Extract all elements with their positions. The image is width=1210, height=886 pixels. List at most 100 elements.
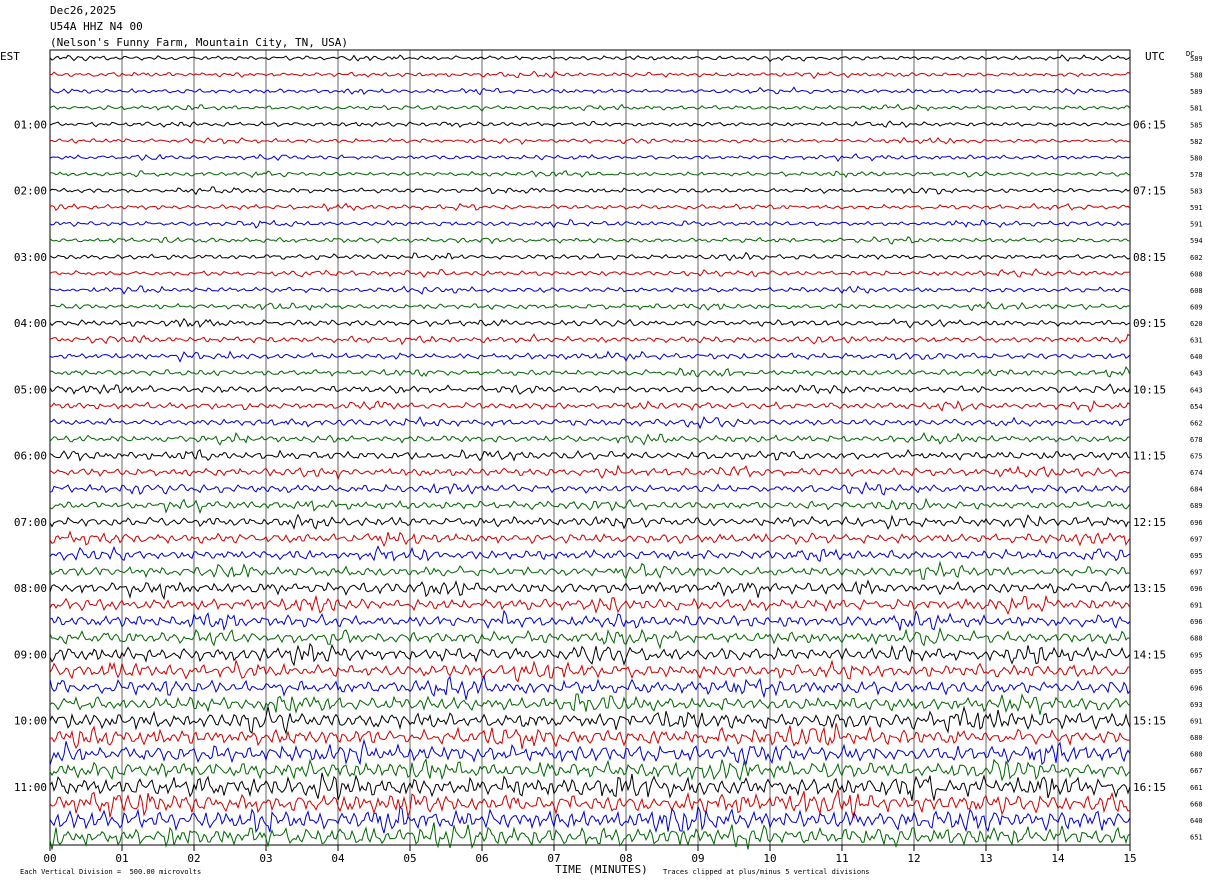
trace-line xyxy=(49,579,1131,601)
dc-offset-label: 661 xyxy=(1190,784,1203,792)
dc-offset-label: 583 xyxy=(1190,188,1203,196)
x-tick-label: 09 xyxy=(691,852,704,865)
dc-offset-label: 588 xyxy=(1190,72,1203,80)
utc-hour-label: 13:15 xyxy=(1133,582,1166,595)
trace-line xyxy=(49,136,1131,146)
x-tick-label: 08 xyxy=(619,852,632,865)
trace-line xyxy=(49,285,1131,295)
x-axis-title: TIME (MINUTES) xyxy=(555,863,648,876)
trace-line xyxy=(49,432,1131,446)
dc-offset-label: 695 xyxy=(1190,651,1203,659)
dc-offset-label: 696 xyxy=(1190,585,1203,593)
utc-hour-label: 09:15 xyxy=(1133,317,1166,330)
trace-line xyxy=(49,642,1131,667)
trace-line xyxy=(49,202,1131,212)
trace-line xyxy=(49,464,1131,481)
trace-line xyxy=(49,70,1131,80)
trace-line xyxy=(49,268,1131,278)
trace-line xyxy=(49,103,1131,112)
trace-line xyxy=(49,218,1131,229)
station-location: (Nelson's Funny Farm, Mountain City, TN,… xyxy=(50,36,349,49)
x-tick-label: 07 xyxy=(547,852,560,865)
est-zone-label: EST xyxy=(0,50,20,63)
utc-zone-label: UTC xyxy=(1145,50,1165,63)
dc-offset-label: 695 xyxy=(1190,668,1203,676)
trace-line xyxy=(49,772,1131,801)
x-tick-label: 12 xyxy=(907,852,920,865)
trace-line xyxy=(49,186,1131,196)
x-tick-label: 05 xyxy=(403,852,416,865)
dc-offset-label: 608 xyxy=(1190,287,1203,295)
est-hour-label: 06:00 xyxy=(14,450,47,463)
dc-offset-label: 581 xyxy=(1190,105,1203,113)
est-hour-label: 07:00 xyxy=(14,516,47,529)
dc-offset-label: 697 xyxy=(1190,535,1203,543)
est-hour-label: 01:00 xyxy=(14,118,47,131)
dc-offset-label: 688 xyxy=(1190,635,1203,643)
trace-line xyxy=(49,350,1131,363)
x-tick-label: 02 xyxy=(187,852,200,865)
trace-line xyxy=(49,416,1131,430)
dc-offset-label: 591 xyxy=(1190,204,1203,212)
dc-offset-label: 696 xyxy=(1190,519,1203,527)
dc-offset-label: 695 xyxy=(1190,552,1203,560)
utc-hour-label: 08:15 xyxy=(1133,251,1166,264)
dc-offset-label: 640 xyxy=(1190,353,1203,361)
trace-line xyxy=(49,170,1131,179)
dc-offset-label: 689 xyxy=(1190,502,1203,510)
trace-line xyxy=(49,399,1131,413)
dc-offset-label: 620 xyxy=(1190,320,1203,328)
trace-line xyxy=(49,705,1131,736)
trace-line xyxy=(49,513,1131,530)
utc-hour-label: 14:15 xyxy=(1133,648,1166,661)
est-hour-label: 10:00 xyxy=(14,715,47,728)
dc-offset-label: 674 xyxy=(1190,469,1203,477)
dc-header: DC xyxy=(1186,50,1195,58)
utc-hour-label: 06:15 xyxy=(1133,118,1166,131)
dc-offset-label: 691 xyxy=(1190,602,1203,610)
dc-offset-label: 668 xyxy=(1190,800,1203,808)
dc-offset-label: 640 xyxy=(1190,817,1203,825)
x-tick-label: 04 xyxy=(331,852,345,865)
trace-line xyxy=(49,723,1131,750)
trace-line xyxy=(49,317,1131,329)
dc-offset-label: 678 xyxy=(1190,436,1203,444)
station-id: U54A HHZ N4 00 xyxy=(50,20,143,33)
dc-offset-label: 608 xyxy=(1190,270,1203,278)
trace-line xyxy=(49,545,1131,563)
dc-offset-label: 589 xyxy=(1190,55,1203,63)
utc-hour-label: 12:15 xyxy=(1133,516,1166,529)
utc-hour-label: 07:15 xyxy=(1133,185,1166,198)
est-hour-label: 04:00 xyxy=(14,317,47,330)
dc-offset-label: 680 xyxy=(1190,751,1203,759)
plot-frame xyxy=(49,49,1131,846)
trace-line xyxy=(49,481,1131,496)
dc-offset-label: 585 xyxy=(1190,121,1203,129)
est-hour-label: 05:00 xyxy=(14,383,47,396)
plot-date: Dec26,2025 xyxy=(50,4,117,17)
trace-line xyxy=(49,738,1131,766)
trace-line xyxy=(49,448,1131,462)
x-tick-label: 10 xyxy=(763,852,776,865)
trace-line xyxy=(49,251,1131,262)
dc-offset-label: 580 xyxy=(1190,154,1203,162)
dc-offset-label: 654 xyxy=(1190,403,1203,411)
trace-line xyxy=(49,383,1131,395)
trace-line xyxy=(49,365,1131,378)
trace-line xyxy=(49,674,1131,700)
trace-line xyxy=(49,530,1131,548)
dc-offset-label: 643 xyxy=(1190,370,1203,378)
x-tick-label: 06 xyxy=(475,852,488,865)
est-hour-label: 09:00 xyxy=(14,648,47,661)
dc-offset-label: 643 xyxy=(1190,386,1203,394)
utc-hour-label: 10:15 xyxy=(1133,383,1166,396)
trace-line xyxy=(49,789,1131,820)
trace-line xyxy=(49,120,1131,128)
dc-offset-label: 631 xyxy=(1190,337,1203,345)
trace-line xyxy=(49,497,1131,515)
clip-note: Traces clipped at plus/minus 5 vertical … xyxy=(663,868,870,876)
trace-line xyxy=(49,560,1131,581)
dc-offset-label: 609 xyxy=(1190,303,1203,311)
dc-offset-label: 582 xyxy=(1190,138,1203,146)
dc-offset-label: 662 xyxy=(1190,419,1203,427)
